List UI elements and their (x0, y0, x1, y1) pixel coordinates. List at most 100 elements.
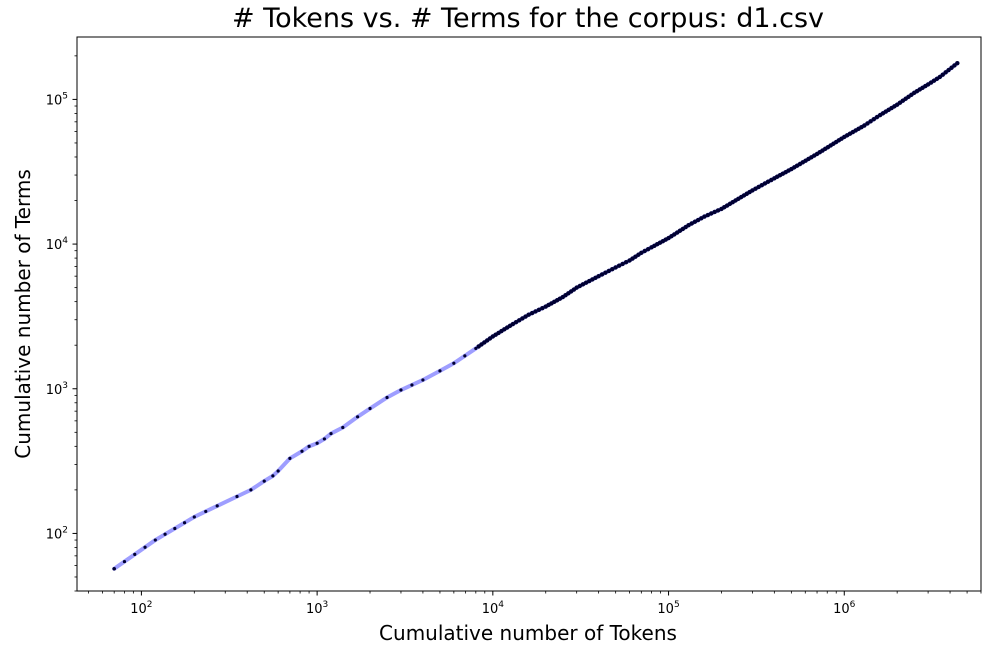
data-point (603, 270, 608, 275)
data-point (122, 559, 127, 564)
data-point (639, 250, 644, 256)
data-point (173, 526, 177, 531)
chart-title: # Tokens vs. # Terms for the corpus: d1.… (232, 3, 824, 34)
data-point (529, 310, 535, 316)
data-point (715, 208, 721, 213)
y-axis-label: Cumulative number of Terms (11, 169, 35, 458)
data-point (288, 456, 292, 461)
x-tick-label: 104 (482, 600, 505, 617)
y-tick-label: 104 (46, 236, 69, 253)
data-point (192, 515, 196, 519)
data-point (705, 212, 711, 218)
x-tick-label-base: 10 (306, 602, 323, 617)
data-point (955, 60, 960, 66)
data-point (410, 383, 414, 387)
data-point (702, 214, 707, 219)
data-point (385, 395, 389, 400)
data-point (623, 260, 629, 265)
data-point (215, 504, 219, 508)
x-axis-label: Cumulative number of Tokens (379, 621, 677, 645)
data-point (523, 314, 528, 319)
x-tick-label-base: 10 (657, 602, 674, 617)
y-tick-label: 105 (46, 91, 68, 108)
data-point (329, 431, 333, 436)
data-point (517, 318, 522, 323)
data-point (865, 121, 870, 126)
x-tick-label: 102 (130, 600, 152, 617)
data-point (620, 261, 625, 267)
y-tick-label: 102 (46, 525, 68, 542)
data-point (868, 119, 873, 124)
data-point (536, 307, 542, 313)
data-point (513, 319, 519, 325)
y-tick-label-base: 10 (46, 527, 63, 542)
x-tick-label-exponent: 5 (674, 600, 680, 610)
data-point (341, 425, 345, 430)
data-point (153, 538, 157, 542)
data-point (642, 248, 647, 254)
data-point (204, 509, 208, 514)
y-tick-label-base: 10 (46, 238, 63, 253)
series-line (112, 61, 960, 571)
data-point (709, 211, 714, 216)
data-point (645, 246, 651, 252)
data-point (463, 354, 467, 358)
data-point (874, 114, 880, 120)
data-point (438, 369, 442, 373)
data-point (862, 123, 867, 128)
data-point (399, 388, 403, 392)
data-point (540, 305, 545, 311)
data-point (596, 273, 601, 279)
data-point (356, 415, 360, 419)
data-point (368, 406, 372, 411)
x-tick-label-exponent: 2 (147, 600, 153, 610)
data-point (133, 552, 137, 557)
data-point (520, 316, 525, 321)
x-tick-label-exponent: 3 (323, 600, 329, 610)
data-point (474, 346, 478, 351)
data-point (510, 321, 516, 327)
data-point (322, 437, 326, 441)
y-tick-label-exponent: 4 (62, 236, 68, 246)
y-tick-label: 103 (46, 381, 68, 398)
data-point (606, 268, 612, 274)
data-point (271, 474, 275, 478)
data-point (533, 309, 538, 314)
data-point (712, 209, 717, 215)
x-tick-label-base: 10 (130, 602, 147, 617)
y-tick-label-exponent: 2 (62, 525, 68, 535)
data-point (300, 449, 304, 453)
data-point (163, 532, 167, 536)
data-point (276, 469, 280, 473)
data-point (526, 312, 531, 317)
x-tick-label-exponent: 4 (498, 600, 504, 610)
data-point (235, 494, 239, 499)
x-axis: 102 103 104 105 106 (88, 591, 982, 617)
data-point (452, 361, 456, 365)
data-point (421, 378, 425, 382)
data-point (249, 488, 253, 492)
data-point (613, 265, 618, 270)
x-tick-label: 105 (657, 600, 679, 617)
data-point (610, 266, 615, 272)
data-point (112, 566, 116, 571)
x-tick-label: 106 (833, 600, 856, 617)
data-point (315, 441, 319, 445)
x-tick-label-exponent: 6 (850, 600, 856, 610)
data-point (599, 272, 605, 277)
x-tick-label-base: 10 (833, 602, 850, 617)
x-tick-label: 103 (306, 600, 328, 617)
data-point (871, 117, 876, 122)
y-tick-label-base: 10 (46, 383, 63, 398)
series-layer (112, 60, 960, 571)
x-tick-label-base: 10 (482, 602, 499, 617)
plot-frame (76, 36, 982, 592)
y-tick-label-exponent: 3 (62, 381, 68, 391)
data-point (616, 263, 622, 268)
data-point (307, 444, 311, 448)
data-point (182, 521, 187, 525)
data-point (262, 479, 266, 483)
data-point (143, 545, 147, 549)
